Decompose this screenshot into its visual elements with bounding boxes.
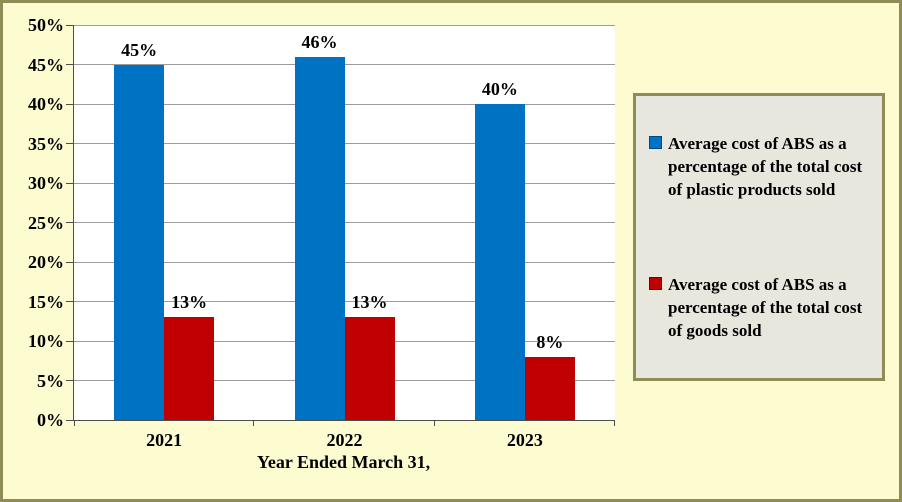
x-axis-tick	[433, 420, 435, 426]
x-axis-tick	[74, 420, 75, 426]
y-axis-tick	[66, 182, 73, 184]
gridline	[74, 64, 615, 65]
bar-value-label: 13%	[351, 292, 388, 313]
bar-value-label: 13%	[171, 292, 208, 313]
x-axis-tick	[614, 420, 615, 426]
bar-value-label: 45%	[121, 39, 158, 60]
y-axis-label: 0%	[37, 410, 64, 430]
y-axis-tick	[66, 64, 73, 65]
x-axis-title: Year Ended March 31,	[256, 452, 431, 472]
legend-label-line: percentage of the total cost	[668, 157, 863, 176]
x-axis-category-label: 2022	[326, 430, 363, 450]
bar-goods-2021[interactable]	[164, 317, 215, 420]
bar-value-label: 40%	[481, 79, 518, 99]
bar-goods-2022[interactable]	[344, 317, 395, 420]
y-axis-label: 50%	[28, 15, 64, 35]
y-axis-label: 15%	[28, 291, 64, 312]
x-axis-tick	[253, 420, 255, 426]
y-axis-label: 45%	[28, 54, 64, 75]
y-axis-tick	[66, 419, 73, 421]
legend[interactable]: Average cost of ABS as a percentage of th…	[633, 93, 885, 381]
y-axis-tick	[66, 301, 73, 302]
y-axis-tick	[66, 380, 73, 381]
gridline	[74, 143, 615, 144]
legend-item-goods[interactable]: Average cost of ABS as a percentage of th…	[636, 237, 882, 378]
legend-label-line: percentage of the total cost	[668, 298, 863, 317]
y-axis-tick	[66, 25, 73, 26]
legend-label-line: of plastic products sold	[668, 180, 836, 199]
gridline	[74, 222, 615, 223]
y-axis-label: 20%	[28, 252, 64, 272]
y-axis-label: 30%	[28, 173, 64, 193]
legend-label-line: of goods sold	[668, 321, 762, 340]
legend-label: Average cost of ABS as a percentage of th…	[668, 273, 862, 342]
y-axis-tick	[66, 103, 73, 105]
y-axis-label: 5%	[37, 370, 64, 391]
y-axis-tick	[66, 143, 73, 144]
gridline	[74, 261, 615, 263]
bar-plastic-products-2021[interactable]	[114, 64, 165, 420]
gridline	[74, 103, 615, 105]
legend-entry: Average cost of ABS as a percentage of th…	[649, 132, 862, 201]
x-axis-category-label: 2023	[506, 430, 543, 450]
gridline	[74, 301, 615, 302]
legend-key-icon	[649, 136, 662, 149]
y-axis-tick	[66, 340, 73, 342]
legend-entry: Average cost of ABS as a percentage of th…	[649, 273, 862, 342]
bar-value-label: 8%	[536, 331, 564, 352]
legend-label-line: Average cost of ABS as a	[668, 134, 847, 153]
y-axis-label: 10%	[28, 331, 64, 351]
bar-value-label: 46%	[301, 31, 338, 52]
bar-plastic-products-2023[interactable]	[474, 104, 525, 420]
y-axis-label: 25%	[28, 212, 64, 233]
bar-plastic-products-2022[interactable]	[294, 56, 345, 420]
y-axis-label: 40%	[28, 94, 64, 114]
legend-key-icon	[649, 277, 662, 290]
y-axis-tick	[66, 222, 73, 223]
y-axis-tick	[66, 261, 73, 263]
gridline	[74, 182, 615, 184]
plot-area: 0% 5% 10% 15% 20% 25% 30% 35% 40% 45% 50% 2021 45% 13…	[28, 15, 615, 450]
x-axis-category-label: 2021	[146, 430, 183, 450]
bar-goods-2023[interactable]	[524, 356, 575, 420]
legend-label: Average cost of ABS as a percentage of th…	[668, 132, 862, 201]
gridline	[74, 25, 615, 26]
legend-label-line: Average cost of ABS as a	[668, 275, 847, 294]
y-axis-label: 35%	[28, 133, 64, 154]
legend-item-plastic-products[interactable]: Average cost of ABS as a percentage of th…	[636, 96, 882, 237]
